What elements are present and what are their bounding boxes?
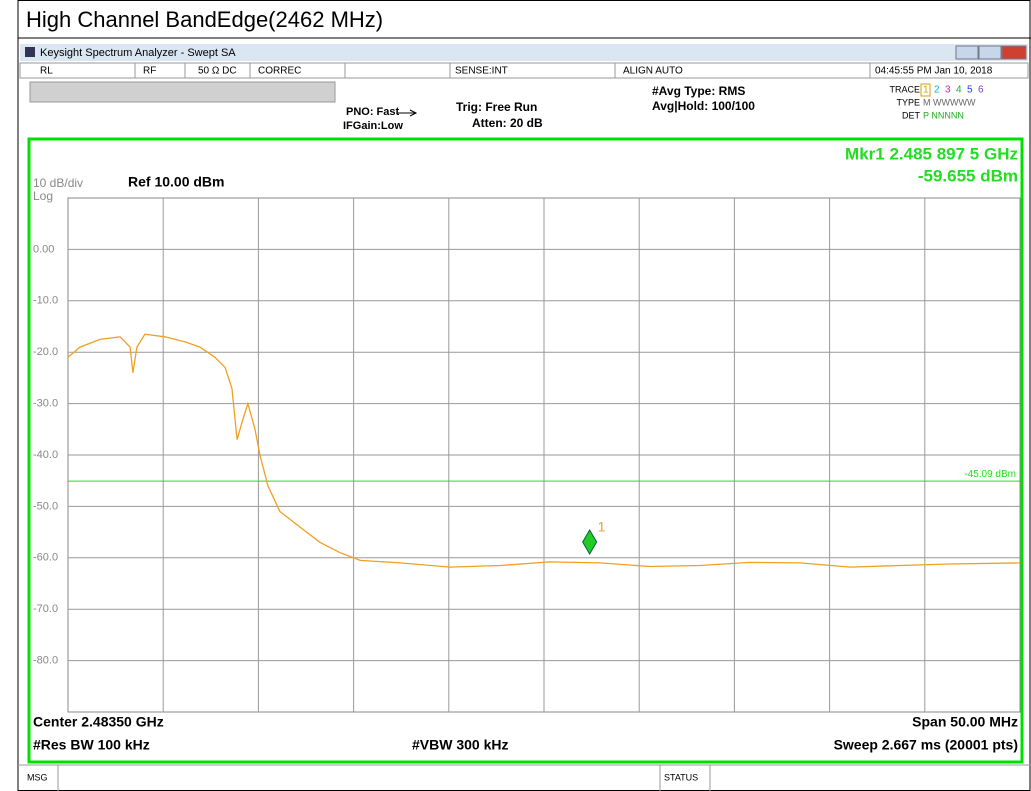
trace-number: 1 <box>923 85 929 96</box>
trace-label: TRACE <box>889 84 920 94</box>
marker-amp: -59.655 dBm <box>918 166 1018 185</box>
det-values: P NNNNN <box>923 110 964 120</box>
vbw: #VBW 300 kHz <box>412 737 508 753</box>
y-tick-label: 0.00 <box>33 243 54 255</box>
marker-label: 1 <box>598 519 606 535</box>
entry-bar <box>29 81 336 103</box>
trace <box>67 333 1021 568</box>
y-tick-label: -80.0 <box>33 655 58 667</box>
trig: Trig: Free Run <box>456 100 537 114</box>
y-tick-label: -30.0 <box>33 398 58 410</box>
center-freq: Center 2.48350 GHz <box>33 714 164 730</box>
marker <box>582 529 598 556</box>
y-tick-label: -50.0 <box>33 500 58 512</box>
minimize-button[interactable] <box>955 45 979 60</box>
y-tick-label: -10.0 <box>33 295 58 307</box>
y-tick-label: -60.0 <box>33 552 58 564</box>
status-item: RL <box>40 66 53 77</box>
y-tick-label: -70.0 <box>33 603 58 615</box>
app-icon <box>25 47 35 57</box>
status-item: RF <box>143 66 156 77</box>
avg-type: #Avg Type: RMS <box>652 84 745 98</box>
trace-number: 2 <box>934 85 940 96</box>
pno: PNO: Fast <box>346 106 400 118</box>
msg-label: MSG <box>27 772 48 782</box>
arrow-icon <box>398 109 418 117</box>
type-label: TYPE <box>896 97 920 107</box>
trace-number: 6 <box>978 85 984 96</box>
display-line-label: -45.09 dBm <box>964 469 1016 480</box>
det-label: DET <box>902 110 921 120</box>
status-item: ALIGN AUTO <box>623 66 683 77</box>
y-tick-label: -40.0 <box>33 449 58 461</box>
avg-hold: Avg|Hold: 100/100 <box>652 99 755 113</box>
display-frame <box>27 137 1024 764</box>
window-title: Keysight Spectrum Analyzer - Swept SA <box>40 47 236 59</box>
page-title: High Channel BandEdge(2462 MHz) <box>26 7 383 32</box>
trace-number: 3 <box>945 85 951 96</box>
span: Span 50.00 MHz <box>912 714 1018 730</box>
scale-type: Log <box>33 189 53 203</box>
trace-number: 4 <box>956 85 962 96</box>
active-trace-box <box>920 83 931 97</box>
sweep: Sweep 2.667 ms (20001 pts) <box>834 737 1018 753</box>
ifgain: IFGain:Low <box>343 120 403 132</box>
status-item: CORREC <box>258 66 301 77</box>
maximize-button[interactable] <box>978 45 1002 60</box>
scale-label: 10 dB/div <box>33 176 83 190</box>
marker-freq: Mkr1 2.485 897 5 GHz <box>845 144 1018 163</box>
status-item: SENSE:INT <box>455 66 508 77</box>
rbw: #Res BW 100 kHz <box>33 737 150 753</box>
status-item: 50 Ω DC <box>198 66 237 77</box>
window-titlebar <box>20 44 1028 61</box>
status-row <box>19 62 1029 79</box>
trace-number: 5 <box>967 85 973 96</box>
type-values: M WWWWW <box>923 97 976 107</box>
status-item: 04:45:55 PM Jan 10, 2018 <box>875 66 993 77</box>
ref-level: Ref 10.00 dBm <box>128 174 224 190</box>
status-label: STATUS <box>664 772 698 782</box>
atten: Atten: 20 dB <box>472 116 543 130</box>
y-tick-label: -20.0 <box>33 346 58 358</box>
close-button[interactable] <box>1001 45 1027 60</box>
